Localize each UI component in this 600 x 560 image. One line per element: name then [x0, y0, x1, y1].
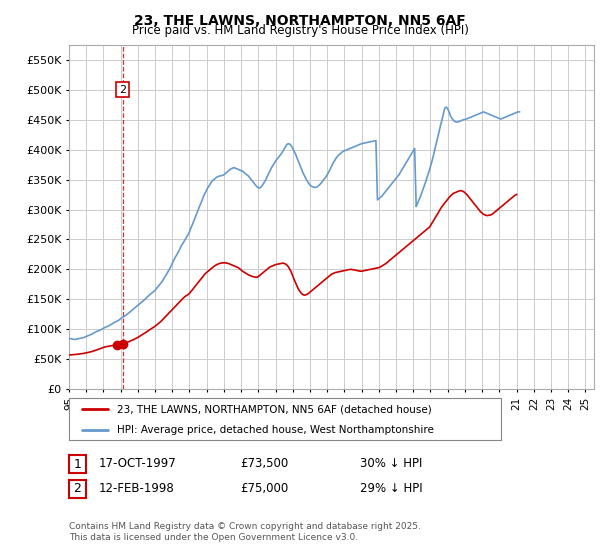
Text: £75,000: £75,000: [240, 482, 288, 495]
Text: 29% ↓ HPI: 29% ↓ HPI: [360, 482, 422, 495]
Text: 12-FEB-1998: 12-FEB-1998: [99, 482, 175, 495]
Text: 30% ↓ HPI: 30% ↓ HPI: [360, 457, 422, 470]
Text: Price paid vs. HM Land Registry's House Price Index (HPI): Price paid vs. HM Land Registry's House …: [131, 24, 469, 36]
Text: 2: 2: [119, 85, 126, 95]
Text: HPI: Average price, detached house, West Northamptonshire: HPI: Average price, detached house, West…: [116, 426, 433, 435]
Text: £73,500: £73,500: [240, 457, 288, 470]
Text: Contains HM Land Registry data © Crown copyright and database right 2025.
This d: Contains HM Land Registry data © Crown c…: [69, 522, 421, 542]
Text: 1: 1: [73, 458, 82, 471]
Text: 2: 2: [73, 482, 82, 496]
Text: 23, THE LAWNS, NORTHAMPTON, NN5 6AF (detached house): 23, THE LAWNS, NORTHAMPTON, NN5 6AF (det…: [116, 404, 431, 414]
Text: 23, THE LAWNS, NORTHAMPTON, NN5 6AF: 23, THE LAWNS, NORTHAMPTON, NN5 6AF: [134, 14, 466, 28]
Text: 17-OCT-1997: 17-OCT-1997: [99, 457, 177, 470]
